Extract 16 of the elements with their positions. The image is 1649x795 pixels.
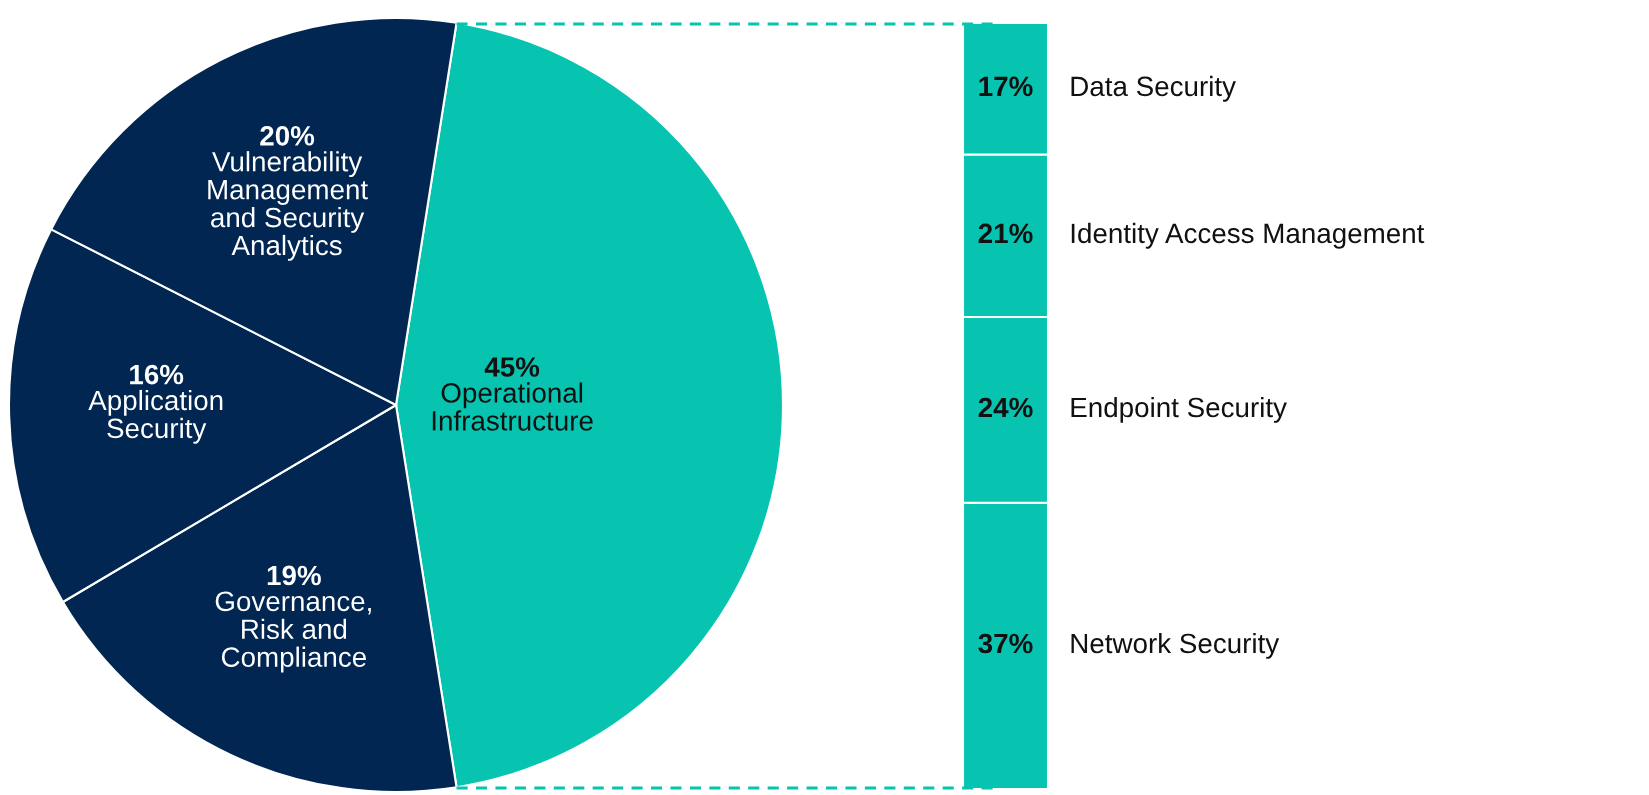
data-label: 16%	[130, 364, 184, 385]
slice-label: Application Security	[88, 389, 223, 444]
data-label: 21%	[978, 223, 1033, 244]
slice-label: Operational Infrastructure	[432, 382, 593, 431]
series-label: Network Security	[1071, 632, 1280, 659]
data-label: 20%	[260, 126, 315, 146]
data-label: 17%	[979, 76, 1033, 97]
data-label: 19%	[267, 565, 321, 586]
data-label: 45%	[484, 357, 540, 377]
series-label: Endpoint Security	[1071, 396, 1287, 423]
series-label: Data Security	[1071, 75, 1236, 102]
series-label: Identity Access Management	[1071, 222, 1425, 249]
data-label: 37%	[978, 633, 1033, 654]
slice-label: Vulnerability Management and Security Analytics	[208, 151, 368, 261]
data-label: 24%	[978, 397, 1033, 418]
slice-label: Governance, Risk and Compliance	[215, 591, 371, 673]
